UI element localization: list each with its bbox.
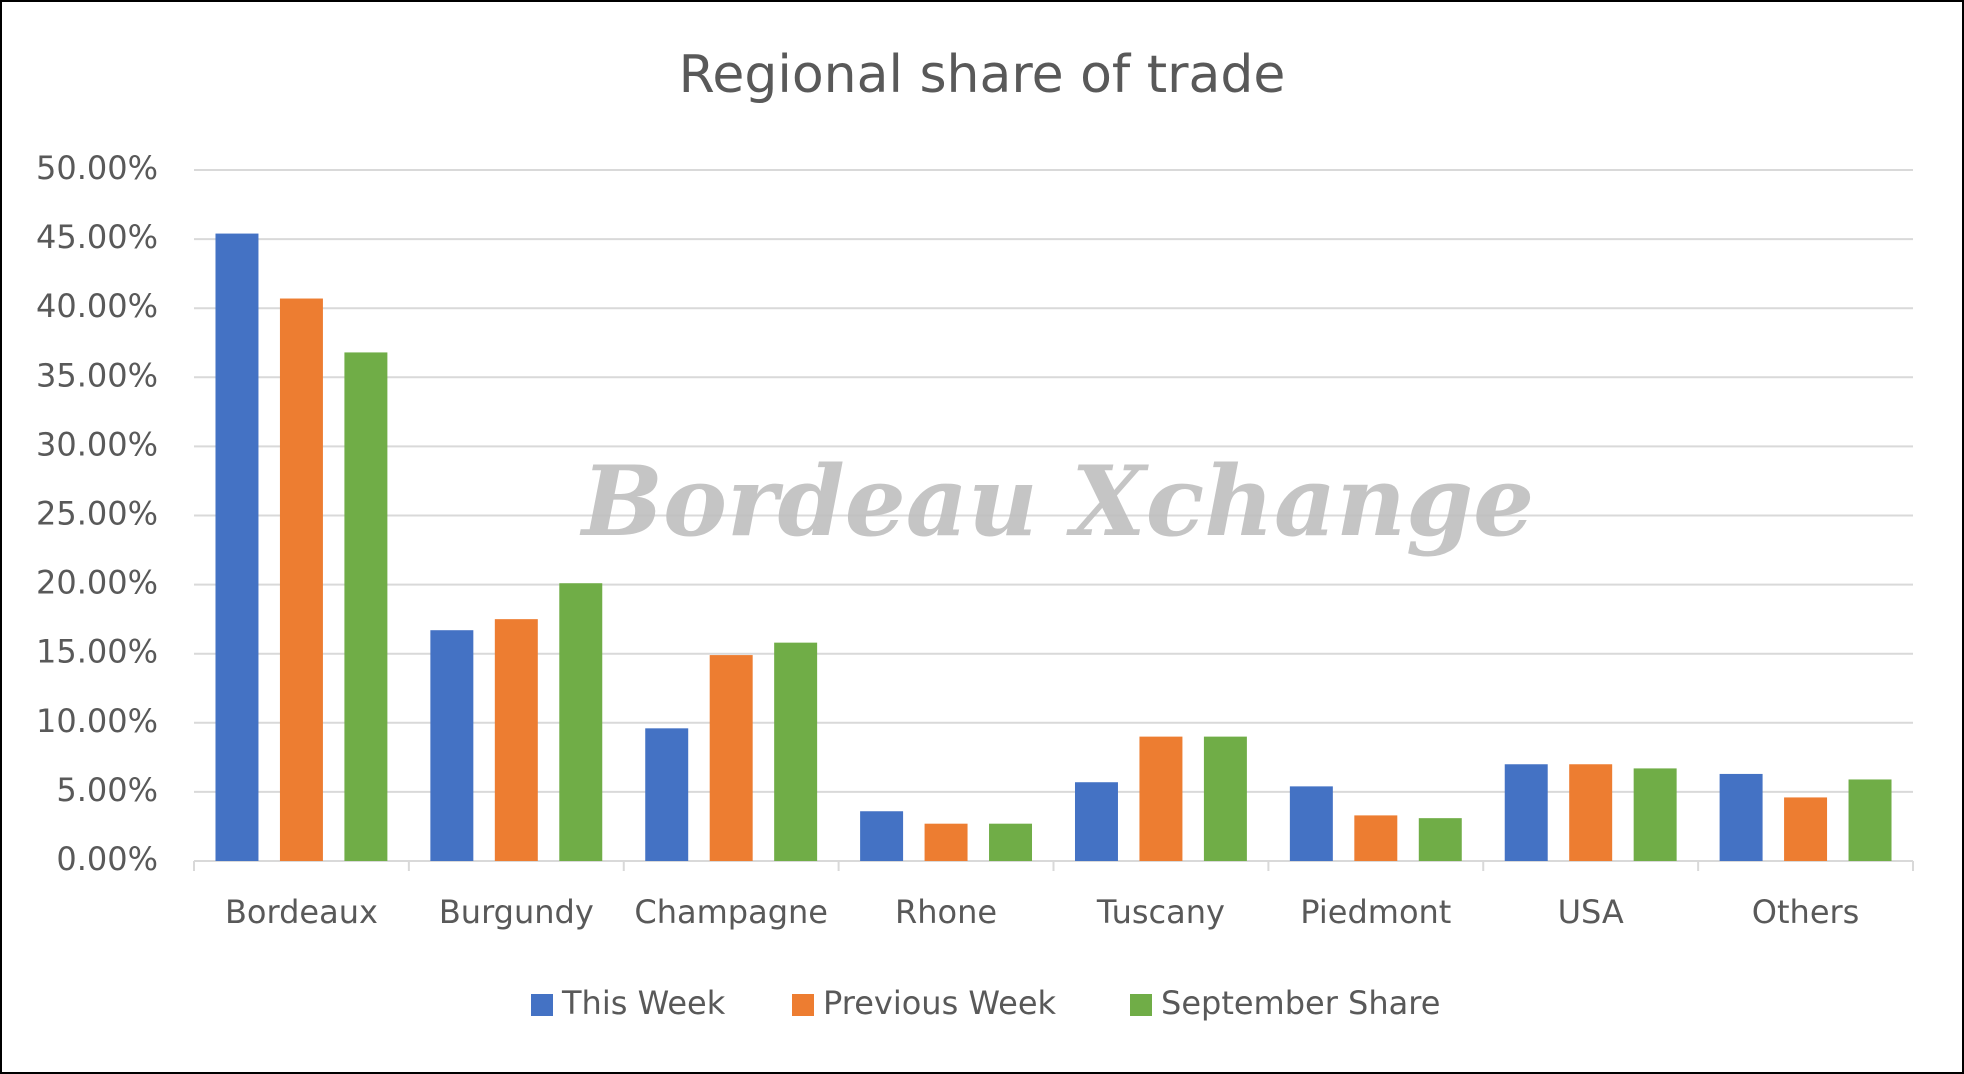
bar	[430, 630, 474, 861]
bar	[1203, 736, 1247, 861]
bar	[774, 642, 818, 861]
x-tick-label: Bordeaux	[225, 893, 378, 931]
y-tick-label: 35.00%	[36, 356, 158, 394]
x-tick-label: Rhone	[895, 893, 997, 931]
legend-swatch	[1130, 994, 1152, 1016]
bar	[709, 655, 753, 861]
y-tick-label: 10.00%	[36, 702, 158, 740]
x-tick-label: Tuscany	[1096, 893, 1225, 931]
bar	[344, 352, 388, 861]
bar	[1139, 736, 1183, 861]
bar	[1074, 782, 1118, 861]
x-tick-label: Others	[1752, 893, 1860, 931]
bar	[1418, 818, 1462, 861]
y-tick-label: 25.00%	[36, 495, 158, 533]
bar	[645, 728, 689, 861]
bar	[1719, 773, 1763, 861]
y-tick-label: 20.00%	[36, 564, 158, 602]
y-tick-label: 45.00%	[36, 218, 158, 256]
bar	[1504, 764, 1548, 861]
chart-title: Regional share of trade	[679, 45, 1286, 105]
bar	[1848, 779, 1892, 861]
legend-swatch	[531, 994, 553, 1016]
bar	[989, 823, 1033, 861]
bar	[215, 233, 259, 861]
bar	[860, 811, 904, 861]
x-tick-label: Burgundy	[439, 893, 594, 931]
watermark: Bordeau Xchange	[579, 445, 1534, 558]
legend-swatch	[792, 994, 814, 1016]
x-tick-label: Champagne	[634, 893, 828, 931]
bar	[924, 823, 968, 861]
x-tick-label: Piedmont	[1300, 893, 1451, 931]
x-tick-label: USA	[1558, 893, 1624, 931]
y-tick-label: 50.00%	[36, 149, 158, 187]
y-tick-label: 30.00%	[36, 425, 158, 463]
bar	[1633, 768, 1677, 861]
y-tick-label: 0.00%	[56, 840, 158, 878]
bar	[559, 583, 603, 861]
legend-label: Previous Week	[823, 984, 1057, 1022]
y-tick-label: 15.00%	[36, 633, 158, 671]
bar	[1569, 764, 1613, 861]
legend-label: September Share	[1161, 984, 1440, 1022]
legend-label: This Week	[561, 984, 726, 1022]
bar	[1784, 797, 1828, 861]
y-tick-label: 5.00%	[56, 771, 158, 809]
bar	[494, 619, 538, 861]
bar	[1354, 815, 1398, 861]
y-tick-label: 40.00%	[36, 287, 158, 325]
bar	[279, 298, 323, 861]
bar	[1289, 786, 1333, 861]
